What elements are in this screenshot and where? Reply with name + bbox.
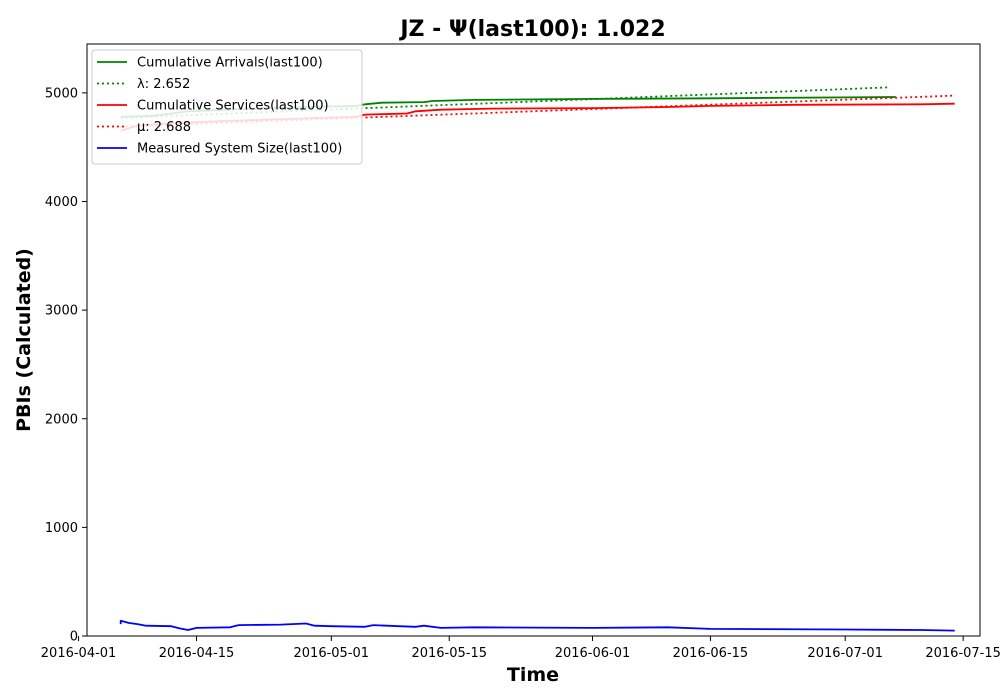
x-tick-label: 2016-04-01 (41, 646, 117, 661)
y-tick-label: 3000 (45, 304, 78, 319)
x-tick-label: 2016-06-15 (673, 646, 749, 661)
x-tick-label: 2016-06-01 (555, 646, 631, 661)
x-axis-label: Time (507, 664, 559, 686)
y-tick-label: 5000 (45, 86, 78, 101)
y-tick-label: 2000 (45, 412, 78, 427)
legend: Cumulative Arrivals(last100) λ: 2.652 Cumu… (91, 49, 363, 165)
y-axis-label: PBIs (Calculated) (13, 248, 35, 432)
y-axis-ticks: 0 1000 2000 3000 4000 5000 (45, 86, 87, 645)
legend-box (91, 49, 363, 165)
legend-label: Measured System Size(last100) (137, 142, 342, 157)
x-tick-label: 2016-07-15 (925, 646, 1000, 661)
x-tick-label: 2016-05-01 (294, 646, 370, 661)
legend-label: λ: 2.652 (137, 77, 190, 92)
y-tick-label: 0 (70, 630, 78, 645)
y-tick-label: 4000 (45, 195, 78, 210)
x-axis-ticks: 2016-04-01 2016-04-15 2016-05-01 2016-05-15… (41, 636, 1000, 661)
legend-label: Cumulative Services(last100) (137, 99, 329, 114)
legend-label: μ: 2.688 (137, 120, 191, 135)
chart-title: JZ - Ψ(last100): 1.022 (398, 17, 665, 42)
x-tick-label: 2016-05-15 (411, 646, 487, 661)
series-line-3 (120, 94, 955, 128)
x-tick-label: 2016-04-15 (159, 646, 235, 661)
series-line-4 (119, 619, 955, 632)
y-tick-label: 1000 (45, 521, 78, 536)
legend-label: Cumulative Arrivals(last100) (137, 56, 323, 71)
x-tick-label: 2016-07-01 (807, 646, 883, 661)
